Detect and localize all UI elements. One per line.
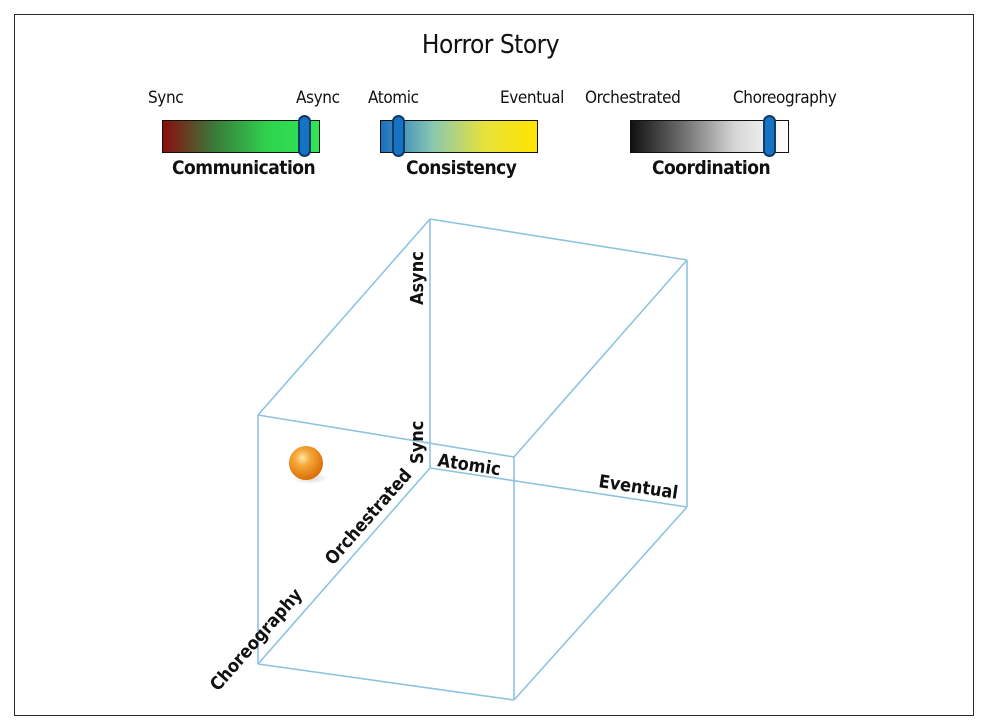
cube-edge (257, 663, 515, 701)
communication-gradient-bar (162, 120, 320, 153)
cube-edge (257, 414, 515, 458)
axis-label-sync: Sync (407, 421, 428, 464)
cube-edge (257, 218, 431, 416)
communication-right-label: Async (296, 88, 340, 108)
consistency-label: Consistency (406, 157, 517, 179)
cube-edge (513, 259, 688, 458)
cube-edge (429, 467, 688, 508)
coordination-knob[interactable] (763, 115, 777, 157)
consistency-knob[interactable] (392, 115, 406, 157)
diagram-title: Horror Story (421, 30, 560, 60)
cube-edge (513, 506, 688, 701)
axis-label-atomic: Atomic (436, 450, 502, 480)
communication-knob[interactable] (297, 115, 311, 157)
communication-left-label: Sync (148, 88, 184, 108)
cube-edges (257, 218, 688, 701)
axis-label-choreography: Choreography (206, 584, 307, 695)
coordination-label: Coordination (652, 157, 771, 179)
consistency-left-label: Atomic (368, 88, 419, 108)
consistency-right-label: Eventual (500, 88, 564, 108)
communication-label: Communication (172, 157, 316, 179)
coordination-left-label: Orchestrated (585, 88, 681, 108)
cube-edge (257, 467, 431, 665)
position-marker (289, 446, 323, 480)
axis-label-async: Async (407, 251, 428, 305)
coordination-gradient-bar (630, 120, 789, 153)
axis-label-orchestrated: Orchestrated (321, 465, 416, 569)
cube-edge (429, 218, 688, 261)
consistency-gradient-bar (380, 120, 538, 153)
coordination-right-label: Choreography (733, 88, 837, 108)
